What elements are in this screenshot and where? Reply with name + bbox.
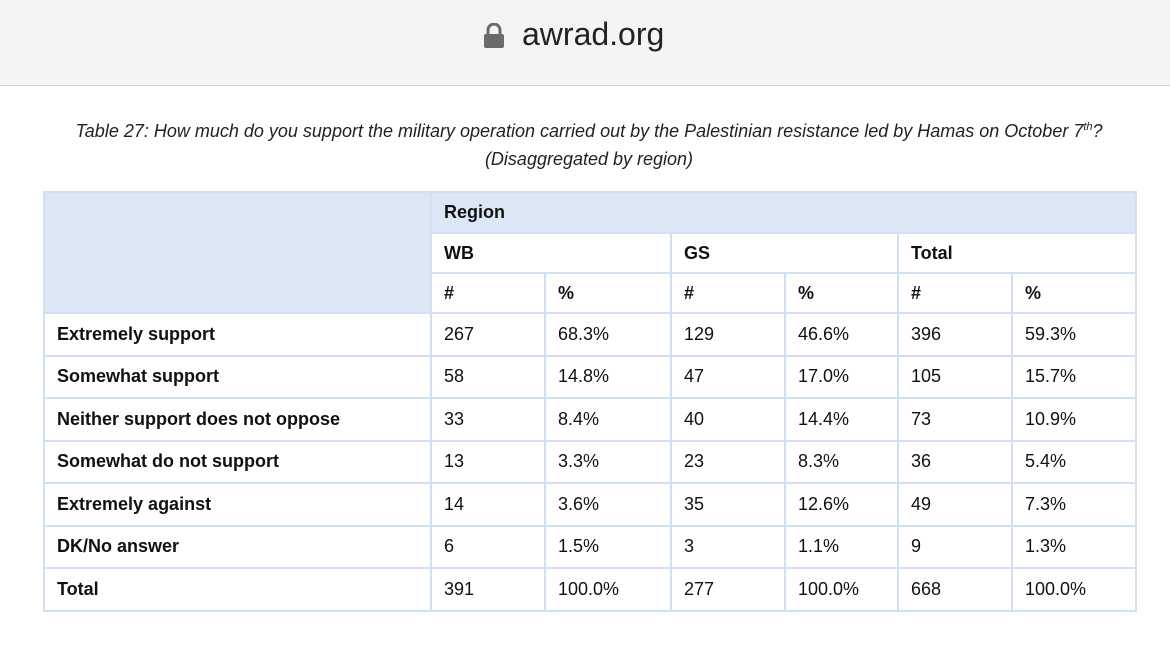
cell: 14.4% bbox=[784, 397, 899, 442]
cell: 7.3% bbox=[1011, 482, 1137, 527]
row-label: Extremely support bbox=[43, 312, 432, 357]
row-label: Somewhat do not support bbox=[43, 439, 432, 484]
data-table: Region WB GS Total #% #% #% Extremely support 26… bbox=[43, 191, 1137, 612]
cell: 100.0% bbox=[544, 567, 672, 612]
cell: 3 bbox=[670, 524, 786, 569]
data-row: DK/No answer 6 1.5% 3 1.1% 9 1.3% bbox=[43, 524, 1137, 569]
cell: 1.5% bbox=[544, 524, 672, 569]
corner-cell bbox=[43, 191, 432, 314]
cell: 100.0% bbox=[784, 567, 899, 612]
cell: 5.4% bbox=[1011, 439, 1137, 484]
group-header: WB bbox=[430, 232, 672, 274]
cell: 10.9% bbox=[1011, 397, 1137, 442]
caption-text: ? (Disaggregated by region) bbox=[484, 121, 1103, 169]
cell: 3.6% bbox=[544, 482, 672, 527]
cell: 33 bbox=[430, 397, 546, 442]
cell: 68.3% bbox=[544, 312, 672, 357]
cell: 49 bbox=[897, 482, 1013, 527]
subheader-row: #% #% #% bbox=[44, 272, 1137, 314]
group-header: GS bbox=[670, 232, 899, 274]
browser-address-bar: awrad.org bbox=[0, 0, 1170, 86]
cell: 58 bbox=[430, 354, 546, 399]
subheader: % bbox=[784, 272, 899, 314]
caption-superscript: th bbox=[1083, 121, 1093, 133]
cell: 391 bbox=[430, 567, 546, 612]
cell: 8.4% bbox=[544, 397, 672, 442]
row-label: Total bbox=[43, 567, 432, 612]
cell: 23 bbox=[670, 439, 786, 484]
cell: 73 bbox=[897, 397, 1013, 442]
cell: 105 bbox=[897, 354, 1013, 399]
cell: 277 bbox=[670, 567, 786, 612]
cell: 1.3% bbox=[1011, 524, 1137, 569]
cell: 40 bbox=[670, 397, 786, 442]
cell: 3.3% bbox=[544, 439, 672, 484]
subheader: % bbox=[1011, 272, 1137, 314]
group-row: WB GS Total bbox=[44, 232, 1137, 274]
cell: 12.6% bbox=[784, 482, 899, 527]
region-header: Region bbox=[430, 191, 1137, 234]
cell: 36 bbox=[897, 439, 1013, 484]
subheader: # bbox=[670, 272, 786, 314]
cell: 17.0% bbox=[784, 354, 899, 399]
group-header: Total bbox=[897, 232, 1137, 274]
caption-text: Table 27: How much do you support the mi… bbox=[75, 121, 1084, 141]
header-row: Region bbox=[43, 191, 1137, 314]
data-row: Extremely support 267 68.3% 129 46.6% 396 59.3… bbox=[43, 312, 1137, 357]
lock-icon bbox=[484, 23, 504, 48]
cell: 46.6% bbox=[784, 312, 899, 357]
cell: 129 bbox=[670, 312, 786, 357]
subheader: % bbox=[544, 272, 672, 314]
cell: 15.7% bbox=[1011, 354, 1137, 399]
cell: 13 bbox=[430, 439, 546, 484]
cell: 14.8% bbox=[544, 354, 672, 399]
data-row: Total 391 100.0% 277 100.0% 668 100.0% bbox=[43, 567, 1137, 612]
data-row: Neither support does not oppose 33 8.4% 40 1… bbox=[43, 397, 1137, 442]
data-row: Somewhat support 58 14.8% 47 17.0% 105 15.7% bbox=[43, 354, 1137, 399]
cell: 14 bbox=[430, 482, 546, 527]
cell: 6 bbox=[430, 524, 546, 569]
table-caption: Table 27: How much do you support the mi… bbox=[50, 113, 1128, 173]
url[interactable]: awrad.org bbox=[522, 16, 665, 52]
data-row: Somewhat do not support 13 3.3% 23 8.3% 36 5.4… bbox=[43, 439, 1137, 484]
row-label: Extremely against bbox=[43, 482, 432, 527]
data-row: Extremely against 14 3.6% 35 12.6% 49 7.3% bbox=[43, 482, 1137, 527]
subheader: # bbox=[897, 272, 1013, 314]
cell: 8.3% bbox=[784, 439, 899, 484]
subheader: # bbox=[430, 272, 546, 314]
cell: 35 bbox=[670, 482, 786, 527]
cell: 267 bbox=[430, 312, 546, 357]
cell: 396 bbox=[897, 312, 1013, 357]
cell: 9 bbox=[897, 524, 1013, 569]
cell: 668 bbox=[897, 567, 1013, 612]
cell: 1.1% bbox=[784, 524, 899, 569]
row-label: Somewhat support bbox=[43, 354, 432, 399]
cell: 100.0% bbox=[1011, 567, 1137, 612]
row-label: Neither support does not oppose bbox=[43, 397, 432, 442]
row-label: DK/No answer bbox=[43, 524, 432, 569]
cell: 59.3% bbox=[1011, 312, 1137, 357]
cell: 47 bbox=[670, 354, 786, 399]
